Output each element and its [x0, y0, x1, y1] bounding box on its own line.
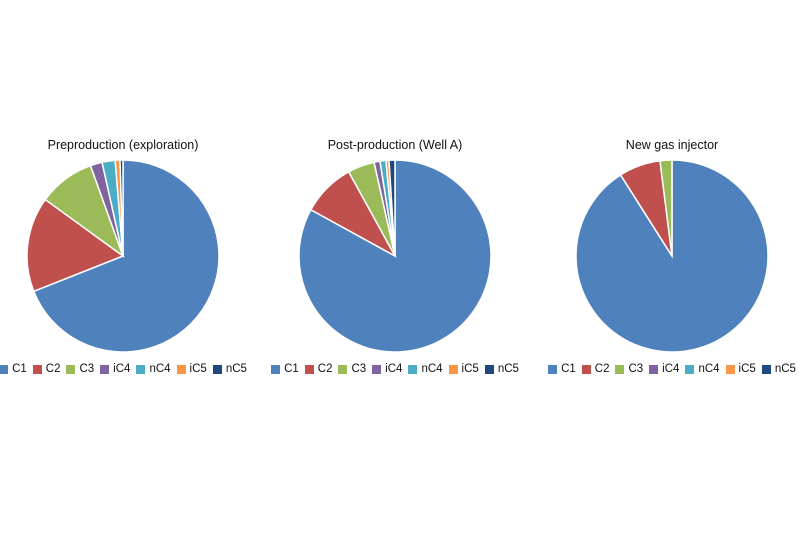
legend-item-ic4: iC4 [100, 363, 130, 375]
legend-label: nC5 [774, 363, 796, 375]
legend-label: C1 [12, 363, 27, 375]
legend-swatch [271, 364, 281, 374]
legend-swatch [304, 364, 314, 374]
legend-label: C2 [45, 363, 61, 375]
pie-slice-c3 [659, 159, 673, 257]
legend: C1 C2 C3 iC4 nC4 iC5 nC5 [261, 363, 529, 375]
legend-item-c1: C1 [271, 363, 299, 375]
legend-item-ic4: iC4 [649, 363, 679, 375]
legend-label: iC5 [189, 363, 207, 375]
legend-swatch [338, 364, 348, 374]
pie-panel-preproduction: Preproduction (exploration) C1 C2 C3 iC4 nC4… [0, 138, 247, 388]
legend-label: C1 [284, 363, 299, 375]
pie-slice-nc5 [388, 159, 396, 257]
pie-chart [26, 159, 220, 353]
legend-swatch [32, 364, 42, 374]
legend-swatch [649, 364, 659, 374]
legend: C1 C2 C3 iC4 nC4 iC5 nC5 [0, 363, 257, 375]
legend-label: iC5 [461, 363, 479, 375]
legend-label: C1 [561, 363, 576, 375]
pie-panel-post-production: Post-production (Well A) C1 C2 C3 iC4 nC4 iC5… [271, 138, 519, 388]
legend-item-c1: C1 [548, 363, 576, 375]
legend-item-nc4: nC4 [136, 363, 171, 375]
legend-label: nC5 [497, 363, 519, 375]
legend-item-ic5: iC5 [176, 363, 207, 375]
legend-label: iC4 [662, 363, 680, 375]
chart-title: Post-production (Well A) [327, 138, 463, 152]
legend-swatch [66, 364, 76, 374]
legend-label: iC4 [385, 363, 403, 375]
chart-title: New gas injector [625, 138, 719, 152]
legend-item-ic5: iC5 [448, 363, 479, 375]
legend-label: C3 [351, 363, 367, 375]
legend-swatch [176, 364, 186, 374]
legend-label: nC4 [421, 363, 443, 375]
legend-item-c2: C2 [581, 363, 610, 375]
legend-swatch [136, 364, 146, 374]
pie-panel-new-gas-injector: New gas injector C1 C2 C3 iC4 nC4 iC5 nC5 [548, 138, 796, 388]
legend-swatch [581, 364, 591, 374]
pie-slice-c2 [26, 198, 125, 293]
legend-swatch [372, 364, 382, 374]
legend-label: C2 [594, 363, 610, 375]
legend-label: C3 [628, 363, 644, 375]
legend-label: iC4 [113, 363, 131, 375]
legend-item-c3: C3 [66, 363, 94, 375]
legend-swatch [761, 364, 771, 374]
legend-item-c1: C1 [0, 363, 27, 375]
legend-item-c2: C2 [304, 363, 333, 375]
pie-chart [298, 159, 492, 353]
legend: C1 C2 C3 iC4 nC4 iC5 nC5 [538, 363, 800, 375]
legend-swatch [100, 364, 110, 374]
legend-label: nC4 [149, 363, 171, 375]
legend-swatch [685, 364, 695, 374]
legend-swatch [615, 364, 625, 374]
chart-title: Preproduction (exploration) [47, 138, 199, 152]
legend-item-nc5: nC5 [761, 363, 796, 375]
legend-swatch [0, 364, 9, 374]
pie-slice-c1 [32, 159, 220, 353]
legend-swatch [212, 364, 222, 374]
legend-label: iC5 [738, 363, 756, 375]
legend-item-nc4: nC4 [685, 363, 720, 375]
legend-item-c3: C3 [338, 363, 366, 375]
legend-label: nC4 [698, 363, 720, 375]
pie-slice-nc5 [119, 159, 124, 257]
legend-item-c2: C2 [32, 363, 61, 375]
legend-item-ic4: iC4 [372, 363, 402, 375]
legend-item-nc5: nC5 [484, 363, 519, 375]
legend-swatch [448, 364, 458, 374]
legend-item-ic5: iC5 [725, 363, 756, 375]
legend-label: nC5 [225, 363, 247, 375]
legend-swatch [725, 364, 735, 374]
legend-label: C2 [317, 363, 333, 375]
legend-swatch [548, 364, 558, 374]
legend-swatch [408, 364, 418, 374]
legend-item-nc4: nC4 [408, 363, 443, 375]
legend-item-c3: C3 [615, 363, 643, 375]
pie-slice-c1 [298, 159, 492, 353]
legend-label: C3 [79, 363, 95, 375]
legend-swatch [484, 364, 494, 374]
legend-item-nc5: nC5 [212, 363, 247, 375]
pie-chart [575, 159, 769, 353]
